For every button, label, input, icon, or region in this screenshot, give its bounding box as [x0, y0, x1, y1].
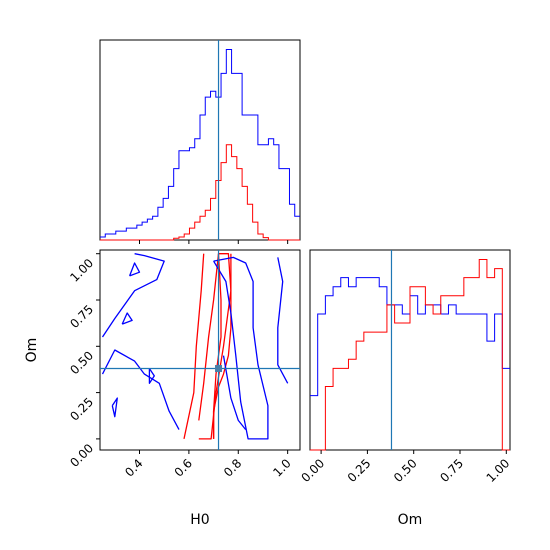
h0-hist-series-red	[100, 144, 300, 241]
contour-red-3	[212, 253, 232, 439]
om-x-tick-label-1: 0.25	[345, 456, 374, 485]
contour-blue-6	[121, 312, 133, 325]
h0-tick-label-1: 0.6	[172, 456, 195, 479]
h0-hist-series-blue	[100, 49, 300, 238]
om-y-tick-label-1: 0.25	[67, 395, 96, 424]
xlabel-om: Om	[398, 512, 423, 528]
contour-blue-2	[277, 257, 289, 384]
contour-blue-8	[111, 397, 118, 418]
truth-marker	[215, 365, 223, 373]
contour-blue-7	[148, 368, 155, 384]
om-y-tick-label-0: 0.00	[67, 441, 96, 470]
om-x-tick-label-4: 1.00	[484, 456, 513, 485]
contour-blue-3	[101, 253, 165, 338]
om-y-tick-label-3: 0.75	[67, 302, 96, 331]
h0-tick-label-0: 0.4	[122, 456, 145, 479]
om-x-tick-label-3: 0.75	[437, 456, 466, 485]
h0-tick-label-2: 0.8	[221, 456, 244, 479]
om-y-tick-label-2: 0.50	[67, 349, 96, 378]
panel-frame-top	[99, 39, 301, 241]
contour-red-2	[212, 253, 222, 439]
om-hist-series-red	[310, 259, 510, 451]
h0-tick-label-3: 1.0	[270, 456, 293, 479]
om-y-tick-label-4: 1.00	[67, 256, 96, 285]
panel-frame-right	[309, 249, 511, 451]
contour-blue-4	[101, 349, 180, 430]
contour-group	[101, 253, 289, 440]
om-x-tick-label-0: 0.00	[298, 456, 327, 485]
om-x-tick-label-2: 0.50	[391, 456, 420, 485]
panel-frame-scatter	[99, 249, 301, 451]
contour-blue-0	[213, 256, 269, 440]
contour-blue-5	[128, 262, 141, 277]
ylabel-om: Om	[24, 338, 40, 363]
contour-blue-1	[222, 355, 247, 431]
contour-red-1	[183, 253, 205, 440]
xlabel-h0: H0	[190, 512, 209, 528]
